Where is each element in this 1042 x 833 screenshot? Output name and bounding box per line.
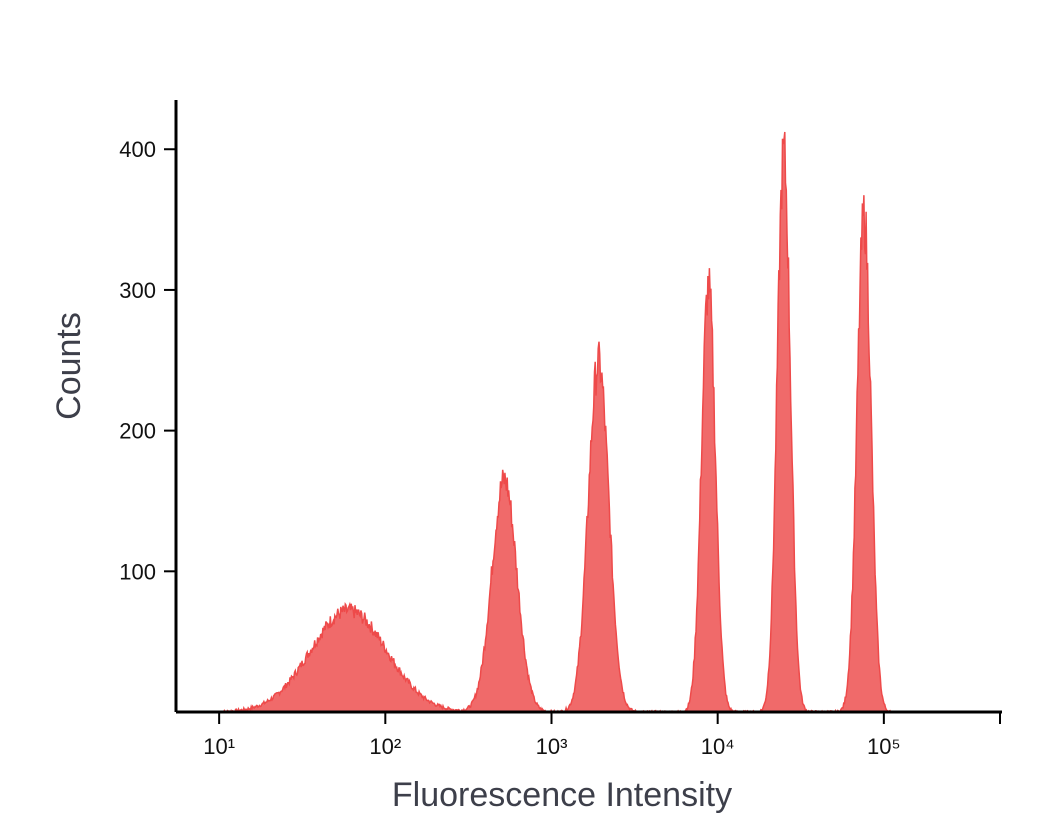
y-axis-title: Counts — [50, 312, 88, 420]
x-tick-label: 10¹ — [203, 734, 235, 759]
x-tick-label: 10⁵ — [867, 734, 901, 759]
x-axis-title: Fluorescence Intensity — [392, 776, 732, 814]
y-axis-ticks: 100 200 300 400 — [119, 137, 176, 584]
x-tick-label: 10⁴ — [701, 734, 735, 759]
histogram-area — [219, 132, 891, 712]
x-tick-label: 10² — [369, 734, 401, 759]
x-axis-ticks: 10¹ 10² 10³ 10⁴ 10⁵ — [203, 712, 1001, 759]
y-tick-label: 100 — [119, 559, 156, 584]
y-tick-label: 400 — [119, 137, 156, 162]
y-tick-label: 200 — [119, 419, 156, 444]
y-tick-label: 300 — [119, 278, 156, 303]
plot-area — [218, 131, 891, 714]
x-tick-label: 10³ — [536, 734, 568, 759]
